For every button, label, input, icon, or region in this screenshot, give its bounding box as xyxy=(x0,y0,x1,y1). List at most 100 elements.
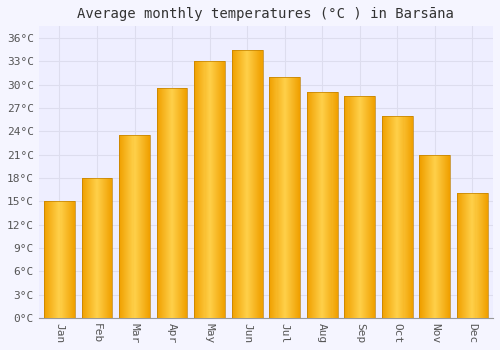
Bar xyxy=(70,201,72,318)
Bar xyxy=(296,77,297,318)
Bar xyxy=(433,155,434,318)
Bar xyxy=(48,201,49,318)
Bar xyxy=(92,178,93,318)
Bar xyxy=(202,61,203,318)
Bar xyxy=(478,194,480,318)
Bar xyxy=(394,116,396,318)
Bar xyxy=(238,50,239,318)
Bar xyxy=(328,92,330,318)
Bar xyxy=(387,116,388,318)
Bar xyxy=(102,178,103,318)
Bar xyxy=(223,61,224,318)
Bar xyxy=(363,96,364,318)
Bar xyxy=(284,77,286,318)
Bar xyxy=(250,50,252,318)
Bar xyxy=(312,92,313,318)
Bar xyxy=(68,201,70,318)
Bar xyxy=(95,178,96,318)
Bar xyxy=(462,194,463,318)
Bar xyxy=(385,116,386,318)
Bar xyxy=(160,89,161,318)
Bar xyxy=(252,50,254,318)
Bar xyxy=(291,77,292,318)
Bar xyxy=(130,135,132,318)
Bar xyxy=(390,116,391,318)
Bar xyxy=(249,50,250,318)
Bar xyxy=(374,96,375,318)
Bar xyxy=(121,135,122,318)
Bar xyxy=(420,155,422,318)
Bar xyxy=(214,61,216,318)
Bar xyxy=(383,116,384,318)
Bar xyxy=(332,92,334,318)
Bar xyxy=(435,155,436,318)
Bar xyxy=(447,155,448,318)
Bar xyxy=(389,116,390,318)
Bar xyxy=(126,135,128,318)
Bar xyxy=(174,89,175,318)
Bar xyxy=(134,135,136,318)
Bar xyxy=(288,77,289,318)
Bar xyxy=(258,50,260,318)
Bar xyxy=(82,178,84,318)
Bar xyxy=(194,61,225,318)
Bar xyxy=(198,61,200,318)
Bar xyxy=(140,135,141,318)
Bar xyxy=(465,194,466,318)
Bar xyxy=(430,155,431,318)
Bar xyxy=(316,92,317,318)
Bar xyxy=(103,178,104,318)
Bar xyxy=(186,89,188,318)
Bar xyxy=(51,201,52,318)
Bar xyxy=(437,155,438,318)
Bar xyxy=(120,135,121,318)
Bar xyxy=(171,89,172,318)
Bar xyxy=(289,77,290,318)
Bar xyxy=(482,194,484,318)
Bar xyxy=(221,61,222,318)
Bar xyxy=(458,194,459,318)
Bar xyxy=(101,178,102,318)
Bar xyxy=(404,116,406,318)
Bar xyxy=(74,201,75,318)
Bar xyxy=(98,178,99,318)
Bar xyxy=(292,77,293,318)
Bar xyxy=(299,77,300,318)
Bar xyxy=(176,89,177,318)
Bar xyxy=(164,89,165,318)
Bar xyxy=(86,178,88,318)
Bar xyxy=(382,116,383,318)
Bar xyxy=(369,96,370,318)
Bar xyxy=(108,178,110,318)
Bar xyxy=(62,201,64,318)
Bar xyxy=(470,194,472,318)
Bar xyxy=(234,50,235,318)
Bar xyxy=(44,201,45,318)
Bar xyxy=(287,77,288,318)
Bar xyxy=(254,50,256,318)
Bar xyxy=(474,194,476,318)
Bar xyxy=(384,116,385,318)
Bar xyxy=(309,92,310,318)
Bar xyxy=(442,155,443,318)
Bar xyxy=(344,96,346,318)
Bar xyxy=(461,194,462,318)
Bar xyxy=(352,96,354,318)
Bar xyxy=(182,89,184,318)
Bar xyxy=(344,96,375,318)
Bar xyxy=(294,77,295,318)
Bar xyxy=(172,89,173,318)
Bar xyxy=(136,135,138,318)
Bar xyxy=(166,89,167,318)
Bar xyxy=(244,50,245,318)
Bar xyxy=(119,135,120,318)
Bar xyxy=(173,89,174,318)
Bar xyxy=(443,155,444,318)
Bar xyxy=(52,201,54,318)
Bar xyxy=(147,135,148,318)
Bar xyxy=(362,96,363,318)
Bar xyxy=(311,92,312,318)
Bar xyxy=(457,194,488,318)
Bar xyxy=(138,135,140,318)
Bar xyxy=(406,116,408,318)
